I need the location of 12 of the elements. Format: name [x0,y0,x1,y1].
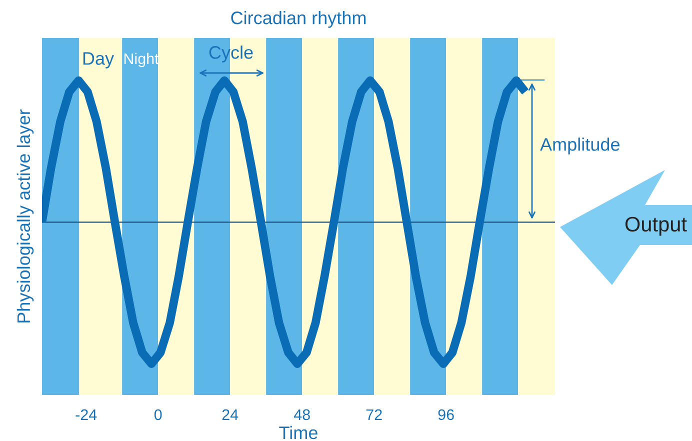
chart-title: Circadian rhythm [231,11,366,28]
text: Day [83,52,114,68]
x-tick-label: 72 [366,409,382,420]
x-tick-label: 0 [154,409,162,420]
x-tick-label: 48 [294,409,310,420]
annotation: Amplitude [540,138,620,154]
x-axis-title: Time [279,426,318,440]
y-axis-title: Physiologically active layer [16,109,34,322]
x-tick-label: 96 [438,409,454,420]
x-tick-label: 24 [222,409,238,420]
x-tick-label: -24 [76,409,97,420]
text: Output [625,216,687,236]
